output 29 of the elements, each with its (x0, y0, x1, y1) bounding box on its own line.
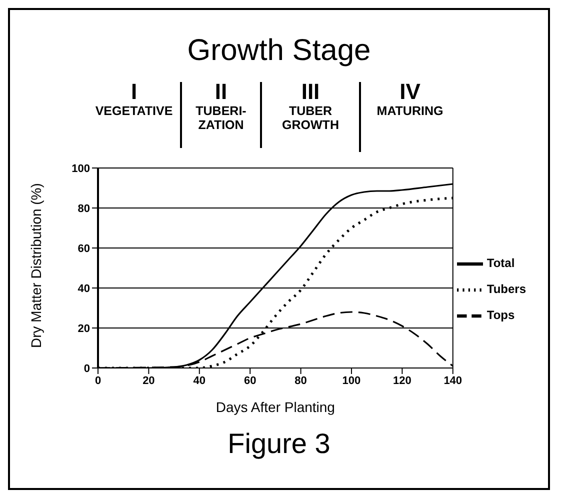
x-tick-label: 60 (244, 374, 256, 387)
x-axis-title: Days After Planting (216, 399, 335, 415)
text: MATURING (376, 104, 444, 118)
legend-label: Tops (486, 308, 515, 322)
y-axis-title: Dry Matter Distribution (%) (28, 183, 44, 348)
y-tick-label: 80 (78, 202, 90, 215)
x-tick-label: 0 (94, 374, 102, 387)
text: IV (398, 79, 422, 104)
x-tick-label: 40 (193, 374, 206, 387)
text: I (130, 79, 138, 104)
x-tick-label: 20 (142, 374, 155, 387)
legend-label: Total (486, 256, 515, 270)
y-tick-label: 0 (84, 362, 90, 375)
legend-label: Tubers (486, 282, 526, 296)
y-tick-label: 60 (78, 242, 90, 255)
text: II (214, 79, 228, 104)
caption: Figure 3 (226, 428, 332, 460)
text: III (300, 79, 321, 104)
chart-title: Growth Stage (186, 34, 372, 68)
y-tick-label: 40 (78, 282, 90, 295)
y-tick-label: 100 (72, 162, 90, 175)
x-tick-label: 80 (294, 374, 307, 387)
y-tick-label: 20 (78, 322, 90, 335)
x-tick-label: 140 (444, 374, 462, 387)
text: TUBER GROWTH (281, 104, 340, 132)
text: VEGETATIVE (94, 104, 174, 118)
x-tick-label: 100 (342, 374, 361, 387)
text: TUBERI- ZATION (194, 104, 248, 132)
x-tick-label: 120 (393, 374, 412, 387)
